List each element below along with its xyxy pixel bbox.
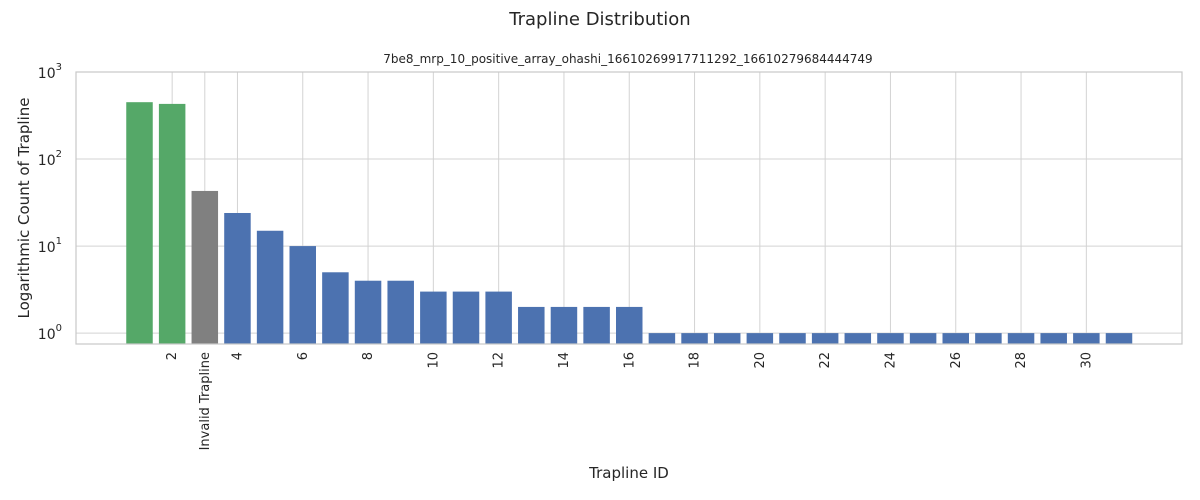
- x-ticks: 2 Invalid Trapline 4 6 8 10 12 14 16 18 20 22 24 26 28…: [165, 352, 1094, 450]
- y-tick-label: 102: [38, 149, 62, 169]
- bars: [126, 102, 1133, 345]
- bar: [975, 333, 1002, 344]
- bar: [844, 333, 872, 344]
- x-tick-label: 8: [361, 352, 376, 360]
- bar: [518, 306, 545, 344]
- x-tick-label: 22: [818, 352, 833, 369]
- bar: [713, 333, 741, 344]
- bar: [648, 333, 676, 344]
- x-tick-label: 28: [1014, 352, 1029, 369]
- y-axis-label: Logarithmic Count of Trapline: [15, 98, 33, 319]
- x-tick-label: Invalid Trapline: [198, 352, 213, 450]
- bar: [616, 306, 643, 344]
- x-tick-label: 18: [688, 352, 703, 369]
- x-axis-label: Trapline ID: [588, 464, 669, 482]
- bar: [942, 333, 969, 344]
- bar: [583, 306, 610, 344]
- x-tick-label: 4: [230, 352, 245, 360]
- bar: [191, 190, 219, 344]
- x-tick-label: 24: [883, 352, 898, 369]
- bar: [746, 333, 774, 344]
- bar: [1040, 333, 1067, 344]
- bar: [126, 102, 153, 345]
- bar: [322, 272, 349, 344]
- bar: [1007, 333, 1035, 344]
- bar: [485, 291, 512, 344]
- chart-title: Trapline Distribution: [508, 9, 690, 30]
- y-tick-label: 100: [38, 323, 62, 343]
- bar: [289, 246, 316, 344]
- x-tick-label: 14: [557, 352, 572, 369]
- bar: [1105, 333, 1133, 344]
- y-tick-label: 101: [38, 236, 62, 256]
- bar: [811, 333, 839, 344]
- x-tick-label: 6: [296, 352, 311, 360]
- bar: [681, 333, 708, 344]
- x-tick-label: 30: [1079, 352, 1094, 369]
- bar: [387, 280, 414, 344]
- bar: [420, 291, 447, 344]
- plot-frame: [75, 71, 1183, 345]
- y-tick-label: 103: [38, 62, 62, 82]
- x-tick-label: 12: [492, 352, 507, 369]
- bar: [550, 306, 578, 344]
- bar: [877, 333, 904, 344]
- x-tick-label: 16: [622, 352, 637, 369]
- x-tick-label: 26: [949, 352, 964, 369]
- bar: [779, 333, 806, 344]
- x-tick-label: 2: [165, 352, 180, 360]
- chart-subtitle: 7be8_mrp_10_positive_array_ohashi_166102…: [383, 52, 872, 66]
- bar: [909, 333, 937, 344]
- x-tick-label: 10: [426, 352, 441, 369]
- x-tick-label: 20: [753, 352, 768, 369]
- bar: [452, 291, 480, 344]
- bar: [224, 212, 251, 344]
- bar: [256, 230, 284, 344]
- y-ticks: 100 101 102 103: [38, 62, 62, 343]
- bar: [158, 103, 186, 344]
- bar: [354, 280, 382, 344]
- bar: [1073, 333, 1100, 344]
